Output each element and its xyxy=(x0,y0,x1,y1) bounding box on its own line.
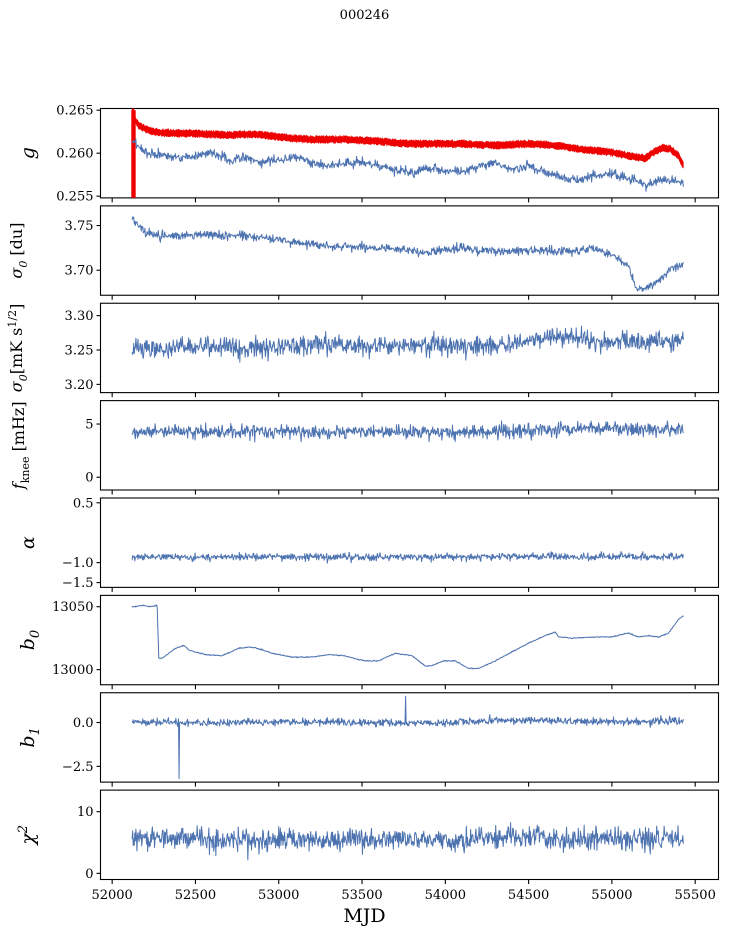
panel-chi2: 0 10 52000 52500 53000 53500 54000 54500 55000 55… xyxy=(16,789,720,903)
panel-frame xyxy=(99,400,720,491)
y-tick-label: 3.25 xyxy=(65,344,94,359)
panel-b0: 13000 13050 b0 xyxy=(17,594,720,690)
x-tick-label: 53000 xyxy=(258,888,299,903)
y-tick-label: 0.265 xyxy=(56,104,93,119)
x-tick-label: 55000 xyxy=(591,888,632,903)
panel-frame xyxy=(99,497,720,588)
x-tick-label: 52500 xyxy=(175,888,216,903)
x-tick-label: 54500 xyxy=(508,888,549,903)
y-axis-label-sigma0_du: σ0 [du] xyxy=(7,223,30,279)
x-tick-label: 52000 xyxy=(91,888,132,903)
x-tick-label: 53500 xyxy=(341,888,382,903)
series-sigma0-mk xyxy=(131,325,684,363)
y-axis-label-alpha: α xyxy=(17,536,39,549)
y-tick-label: 0 xyxy=(85,471,93,486)
y-axis-label-sigma0_mk: σ0[mK s1/2] xyxy=(6,304,30,393)
series-fknee xyxy=(131,420,684,443)
y-tick-label: 0.5 xyxy=(73,496,94,511)
y-tick-label: 0.255 xyxy=(56,190,93,205)
series-sigma0-du xyxy=(131,216,684,292)
y-axis-label-fknee: fknee [mHz] xyxy=(9,401,32,490)
y-tick-label: 5 xyxy=(85,418,93,433)
x-tick-label: 54000 xyxy=(425,888,466,903)
x-tick-label: 55500 xyxy=(674,888,715,903)
y-tick-label: 3.70 xyxy=(65,264,94,279)
figure-title: 000246 xyxy=(339,8,390,23)
panel-sigma0_mk: 3.20 3.25 3.30 σ0[mK s1/2] xyxy=(6,302,720,398)
series-g-red-spike xyxy=(131,110,136,198)
y-tick-label: 3.30 xyxy=(65,309,94,324)
y-tick-label: −1.5 xyxy=(62,576,94,591)
x-axis-label: MJD xyxy=(343,905,386,927)
series-g-blue xyxy=(131,138,684,192)
panel-g: 0.255 0.260 0.265 g xyxy=(17,104,720,205)
y-tick-label: 3.75 xyxy=(65,219,94,234)
y-tick-label: 13050 xyxy=(52,600,93,615)
y-tick-label: 10 xyxy=(77,805,94,820)
series-chi2 xyxy=(131,822,684,861)
panel-sigma0_du: 3.70 3.75 σ0 [du] xyxy=(7,205,720,300)
y-axis-label-g: g xyxy=(17,147,39,159)
panel-fknee: 0 5 fknee [mHz] xyxy=(9,400,720,495)
panel-frame xyxy=(99,692,720,783)
y-axis-label-chi2: χ2 xyxy=(16,825,39,847)
y-tick-label: −1.0 xyxy=(62,556,94,571)
y-tick-label: −2.5 xyxy=(62,760,94,775)
panel-frame xyxy=(99,594,720,686)
series-b1 xyxy=(131,695,684,780)
y-tick-label: 0.260 xyxy=(56,147,93,162)
y-tick-label: 0.0 xyxy=(73,716,94,731)
panel-b1: −2.5 0.0 b1 xyxy=(17,692,720,787)
panel-alpha: −1.5 −1.0 0.5 α xyxy=(17,496,720,592)
y-tick-label: 13000 xyxy=(52,663,93,678)
series-g-red xyxy=(131,108,684,169)
y-axis-label-b0: b0 xyxy=(17,630,43,650)
y-axis-label-b1: b1 xyxy=(17,727,43,747)
series-b0 xyxy=(131,604,684,670)
series-alpha xyxy=(131,550,684,564)
panel-frame xyxy=(99,205,720,296)
y-tick-label: 0 xyxy=(85,867,93,882)
y-tick-label: 3.20 xyxy=(65,378,94,393)
